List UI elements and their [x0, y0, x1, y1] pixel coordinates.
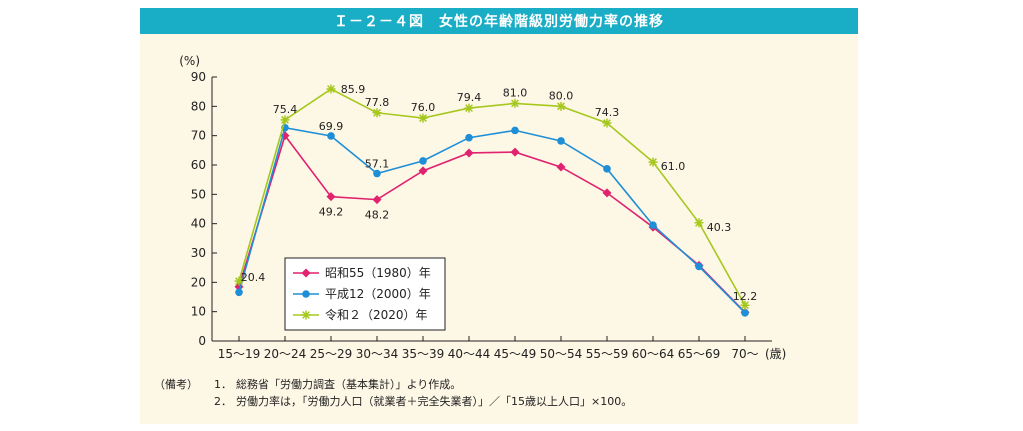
- data-point: [741, 309, 749, 317]
- series-line: [238, 133, 746, 313]
- y-tick-label: 80: [191, 99, 206, 113]
- notes-head: （備考）: [154, 378, 198, 391]
- x-tick-label: 35～39: [402, 347, 445, 361]
- data-point: [464, 103, 474, 113]
- data-point: [510, 98, 520, 108]
- y-tick-label: 60: [191, 158, 206, 172]
- data-label: 81.0: [503, 86, 528, 99]
- data-point: [510, 147, 520, 157]
- legend-label: 平成12（2000）年: [325, 287, 431, 301]
- data-point: [649, 221, 657, 229]
- data-point: [234, 276, 244, 286]
- line-chart: 0 10 20 30 40 50 60 70 80 90 (%) 15～19 20～24 25～29 30～…: [179, 54, 786, 361]
- data-label: 48.2: [365, 209, 390, 222]
- data-label: 57.1: [365, 158, 390, 171]
- y-tick-label: 40: [191, 217, 206, 231]
- y-tick-label: 10: [191, 305, 206, 319]
- legend-label: 令和２（2020）年: [325, 307, 428, 322]
- x-tick-label: 55～59: [586, 347, 629, 361]
- data-label: 75.4: [273, 103, 298, 116]
- y-axis-unit: (%): [179, 54, 200, 68]
- legend-label: 昭和55（1980）年: [325, 266, 431, 280]
- data-point: [327, 132, 335, 140]
- y-tick-label: 90: [191, 70, 206, 84]
- x-tick-label: 70～: [731, 347, 758, 361]
- figure-title: Ｉ－２－４図 女性の年齢階級別労働力率の推移: [140, 8, 858, 34]
- series-line: [238, 88, 746, 306]
- x-tick-label: 15～19: [218, 347, 261, 361]
- data-label: 49.2: [319, 206, 344, 219]
- data-label: 76.0: [411, 101, 436, 114]
- notes: （備考） 1． 総務省「労働力調査（基本集計）」より作成。 2． 労働力率は，「…: [154, 376, 632, 410]
- y-tick-label: 30: [191, 246, 206, 260]
- data-label: 85.9: [341, 83, 366, 96]
- x-tick-label: 65～69: [678, 347, 721, 361]
- data-point: [418, 113, 428, 123]
- legend-marker: [302, 290, 310, 298]
- data-point: [556, 101, 566, 111]
- data-label: 79.4: [457, 91, 482, 104]
- data-point: [695, 262, 703, 271]
- data-point: [648, 157, 658, 167]
- data-point: [373, 169, 381, 178]
- data-point: [372, 108, 382, 118]
- data-point: [603, 165, 611, 173]
- x-tick-label: 40～44: [448, 347, 491, 361]
- note-row-1: （備考） 1． 総務省「労働力調査（基本集計）」より作成。: [154, 376, 632, 393]
- note-row-2: 2． 労働力率は，「労働力人口（就業者＋完全失業者）」／「15歳以上人口」×10…: [154, 393, 632, 410]
- figure-panel: Ｉ－２－４図 女性の年齢階級別労働力率の推移 0 10 20 30 40 50 60 70 80…: [140, 8, 858, 424]
- data-label: 61.0: [661, 160, 686, 173]
- data-point: [372, 195, 382, 205]
- data-point: [465, 133, 473, 142]
- data-point: [740, 300, 750, 310]
- note-number: 2．: [214, 395, 232, 408]
- data-point: [556, 162, 566, 172]
- data-point: [326, 192, 336, 202]
- data-label: 40.3: [707, 221, 732, 234]
- legend-marker: [301, 268, 311, 278]
- data-label: 77.8: [365, 96, 390, 109]
- data-point: [280, 131, 290, 141]
- y-tick-label: 50: [191, 187, 206, 201]
- note-text: 総務省「労働力調査（基本集計）」より作成。: [236, 378, 462, 391]
- x-axis-unit: (歳): [765, 347, 786, 361]
- data-point: [694, 218, 704, 228]
- data-point: [464, 148, 474, 158]
- x-tick-label: 50～54: [540, 347, 583, 361]
- data-point: [326, 84, 336, 94]
- data-label: 69.9: [319, 120, 344, 133]
- data-label: 80.0: [549, 89, 574, 102]
- x-tick-label: 60～64: [632, 347, 675, 361]
- data-point: [235, 288, 243, 297]
- data-point: [602, 188, 612, 198]
- note-number: 1．: [214, 378, 232, 391]
- data-point: [511, 126, 519, 135]
- legend-marker: [301, 310, 311, 320]
- data-point: [557, 137, 565, 145]
- y-tick-label: 0: [198, 334, 206, 348]
- data-point: [280, 115, 290, 125]
- data-point: [419, 157, 427, 165]
- series-line: [238, 126, 746, 314]
- x-tick-label: 25～29: [310, 347, 353, 361]
- x-tick-label: 30～34: [356, 347, 399, 361]
- data-label: 74.3: [595, 106, 620, 119]
- data-label: 12.2: [733, 290, 758, 303]
- note-text: 労働力率は，「労働力人口（就業者＋完全失業者）」／「15歳以上人口」×100。: [236, 395, 633, 408]
- x-tick-label: 20～24: [264, 347, 307, 361]
- data-point: [418, 166, 428, 176]
- x-tick-label: 45～49: [494, 347, 537, 361]
- data-point: [602, 118, 612, 128]
- y-tick-label: 70: [191, 129, 206, 143]
- y-tick-label: 20: [191, 275, 206, 289]
- data-label: 20.4: [241, 271, 266, 284]
